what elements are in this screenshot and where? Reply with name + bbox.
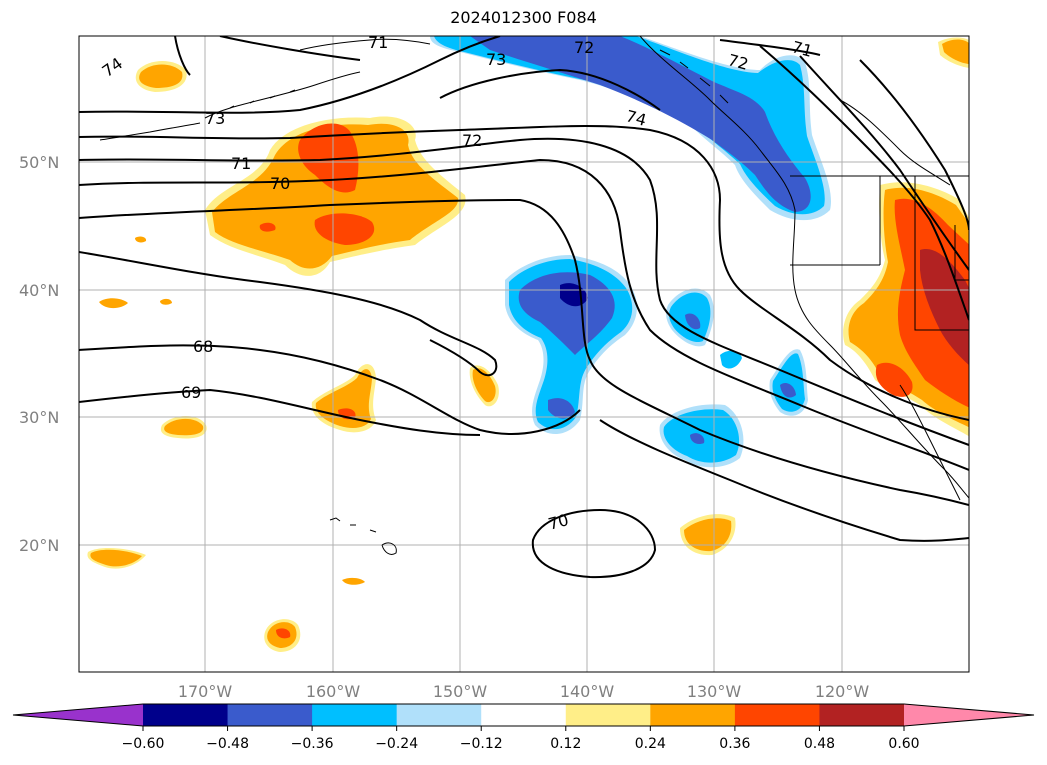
colorbar-segment bbox=[819, 704, 905, 726]
lat-label: 20°N bbox=[19, 536, 59, 555]
colorbar-segment bbox=[227, 704, 313, 726]
lon-label: 160°W bbox=[306, 682, 361, 701]
lat-label: 30°N bbox=[19, 408, 59, 427]
contour-label: 72 bbox=[462, 131, 482, 150]
coastlines bbox=[99, 36, 969, 555]
positive-anomaly-regions bbox=[87, 37, 969, 652]
map-title: 2024012300 F084 bbox=[450, 8, 597, 27]
contour-label: 70 bbox=[270, 174, 290, 193]
contour-label: 72 bbox=[726, 50, 751, 74]
contour-label: 71 bbox=[231, 154, 251, 173]
colorbar: −0.60 −0.48 −0.36 −0.24 −0.12 0.12 0.24 0.36 0.4… bbox=[12, 703, 1035, 752]
colorbar-tick-label: −0.36 bbox=[291, 736, 334, 752]
lon-label: 140°W bbox=[560, 682, 615, 701]
contour-label: 69 bbox=[181, 383, 201, 402]
contour-label: 73 bbox=[486, 50, 506, 69]
map-gridlines bbox=[79, 36, 969, 672]
colorbar-extend-low bbox=[13, 704, 143, 726]
colorbar-tick-label: −0.48 bbox=[206, 736, 249, 752]
latitude-labels: 50°N 40°N 30°N 20°N bbox=[19, 153, 59, 555]
longitude-labels: 170°W 160°W 150°W 140°W 130°W 120°W bbox=[178, 682, 870, 701]
colorbar-tick-label: −0.60 bbox=[122, 736, 165, 752]
contour-label: 71 bbox=[790, 37, 815, 61]
lon-label: 120°W bbox=[815, 682, 870, 701]
colorbar-segment bbox=[481, 704, 567, 726]
colorbar-extend-high bbox=[904, 704, 1034, 726]
lon-label: 170°W bbox=[178, 682, 233, 701]
contour-labels: 74 73 72 71 70 68 69 73 72 72 71 74 70 7… bbox=[99, 33, 815, 534]
colorbar-tick-label: −0.12 bbox=[460, 736, 503, 752]
colorbar-segment bbox=[650, 704, 736, 726]
colorbar-tick-label: 0.60 bbox=[888, 736, 919, 752]
contour-label: 73 bbox=[205, 109, 225, 128]
colorbar-segment bbox=[565, 704, 651, 726]
lon-label: 130°W bbox=[687, 682, 742, 701]
map-plot-area: 74 73 72 71 70 68 69 73 72 72 71 74 70 7… bbox=[79, 33, 969, 672]
lat-label: 40°N bbox=[19, 281, 59, 300]
colorbar-segment bbox=[312, 704, 398, 726]
contour-label: 68 bbox=[193, 337, 213, 356]
lat-label: 50°N bbox=[19, 153, 59, 172]
contour-label: 72 bbox=[574, 38, 594, 57]
colorbar-tick-label: 0.24 bbox=[635, 736, 666, 752]
colorbar-segment bbox=[734, 704, 820, 726]
contour-label: 70 bbox=[546, 510, 571, 534]
height-contours bbox=[79, 36, 969, 579]
lon-label: 150°W bbox=[433, 682, 488, 701]
colorbar-tick-label: 0.36 bbox=[719, 736, 750, 752]
map-frame bbox=[78, 35, 970, 673]
negative-anomaly-regions bbox=[430, 36, 831, 468]
contour-label: 71 bbox=[368, 33, 388, 52]
map-background bbox=[79, 36, 969, 672]
colorbar-tick-label: 0.12 bbox=[550, 736, 581, 752]
colorbar-tick-label: 0.48 bbox=[804, 736, 835, 752]
colorbar-segment bbox=[396, 704, 482, 726]
colorbar-segment bbox=[143, 704, 229, 726]
colorbar-tick-label: −0.24 bbox=[375, 736, 418, 752]
contour-label: 74 bbox=[624, 106, 649, 130]
